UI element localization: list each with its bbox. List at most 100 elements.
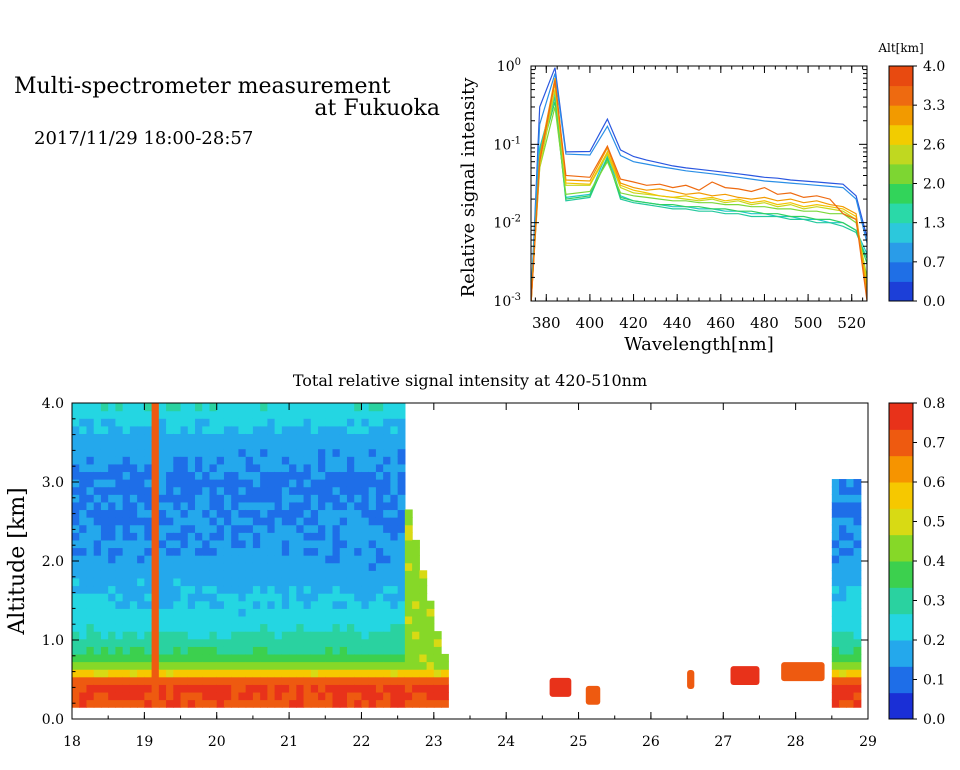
heatmap-cell [310, 555, 319, 564]
heatmap-cell [129, 403, 138, 412]
heatmap-cell [180, 410, 189, 419]
heatmap-cell [361, 570, 370, 579]
heatmap-cell [115, 699, 124, 708]
heatmap-cell [267, 441, 276, 450]
heatmap-cell [245, 517, 254, 526]
heatmap-cell [137, 517, 145, 526]
heatmap-cell [100, 441, 109, 450]
heatmap-cell [173, 631, 182, 640]
heatmap-cell [332, 486, 341, 495]
heatmap-cell [86, 501, 95, 511]
heatmap-cell [383, 631, 391, 640]
heatmap-cell [390, 653, 399, 663]
heatmap-cell [79, 532, 88, 541]
heatmap-cell [216, 631, 225, 640]
heatmap-cell [122, 661, 131, 670]
heatmap-cell [853, 653, 862, 663]
heatmap-cell [252, 425, 261, 435]
heatmap-cell [231, 661, 240, 670]
heatmap-cell [100, 684, 109, 693]
heatmap-cell [151, 691, 160, 701]
heatmap-cell [390, 517, 399, 526]
heatmap-cell [151, 418, 160, 427]
heatmap-cell [245, 418, 254, 427]
heatmap-cell [151, 585, 160, 594]
heatmap-cell [100, 623, 109, 632]
heatmap-cell [166, 448, 174, 457]
altitude-colorbar-tick-label: 0.7 [923, 255, 945, 271]
heatmap-cell [361, 577, 370, 587]
heatmap-cell [339, 448, 348, 457]
heatmap-cell [108, 684, 117, 693]
heatmap-cell [166, 577, 174, 587]
spectrum-x-tick-label: 420 [619, 314, 648, 332]
heatmap-cell [260, 410, 268, 419]
heatmap-cell [166, 653, 174, 663]
heatmap-cell [310, 403, 319, 412]
heatmap-cell [166, 433, 174, 442]
heatmap-cell [274, 577, 283, 587]
heatmap-cell [209, 691, 218, 701]
heatmap-cell [397, 547, 406, 556]
heatmap-cell [223, 433, 232, 442]
heatmap-cell [79, 425, 88, 435]
heatmap-cell [173, 615, 182, 625]
intensity-colorbar-tick-label: 0.4 [923, 554, 945, 570]
spectrum-series-group [531, 67, 867, 301]
heatmap-cell [296, 509, 305, 518]
heatmap-cell [303, 456, 312, 465]
heatmap-cell [310, 577, 319, 587]
heatmap-cell [332, 615, 341, 625]
heatmap-cell [296, 570, 305, 579]
heatmap-cell [375, 593, 384, 602]
heatmap-cell [86, 638, 95, 647]
heatmap-cell [260, 441, 268, 450]
heatmap-cell [390, 410, 399, 419]
heatmap-cell [108, 494, 117, 503]
heatmap-cell [318, 471, 326, 480]
heatmap-cell [325, 615, 334, 625]
heatmap-cell [846, 532, 855, 541]
heatmap-cell [383, 593, 391, 602]
heatmap-cell [853, 684, 862, 693]
heatmap-cell [441, 684, 449, 693]
heatmap-cell [361, 479, 370, 488]
heatmap-cell [231, 509, 240, 518]
heatmap-cell [93, 653, 102, 663]
heatmap-cell [108, 463, 117, 473]
heatmap-cell [86, 532, 95, 541]
heatmap-cell [375, 410, 384, 419]
heatmap-cell [390, 418, 399, 427]
heatmap-cell [151, 684, 160, 693]
heatmap-cell [310, 463, 319, 473]
heatmap-cell [267, 448, 276, 457]
heatmap-cell [441, 676, 449, 685]
heatmap-cell [93, 433, 102, 442]
heatmap-cell [310, 638, 319, 647]
heatmap-x-tick-label: 26 [642, 734, 660, 750]
heatmap-cell [151, 471, 160, 480]
heatmap-cell [289, 608, 297, 617]
heatmap-cell [79, 577, 88, 587]
heatmap-cell [223, 577, 232, 587]
altitude-colorbar-tick-label: 1.3 [923, 216, 945, 232]
heatmap-cell [339, 615, 348, 625]
heatmap-cell [846, 524, 855, 533]
heatmap-cell [354, 623, 363, 632]
heatmap-cell [332, 433, 341, 442]
heatmap-cell [354, 608, 363, 617]
heatmap-cell [180, 653, 189, 663]
heatmap-cell [267, 494, 276, 503]
heatmap-cell [368, 441, 377, 450]
heatmap-cell [390, 433, 399, 442]
heatmap-cell [310, 479, 319, 488]
heatmap-cell [151, 577, 160, 587]
heatmap-cell [187, 570, 196, 579]
heatmap-cell [79, 524, 88, 533]
heatmap-cell [86, 456, 95, 465]
heatmap-cell [831, 547, 840, 556]
heatmap-cell [426, 600, 435, 609]
heatmap-cell [383, 524, 391, 533]
heatmap-cell [209, 547, 218, 556]
heatmap-cell [318, 676, 326, 685]
